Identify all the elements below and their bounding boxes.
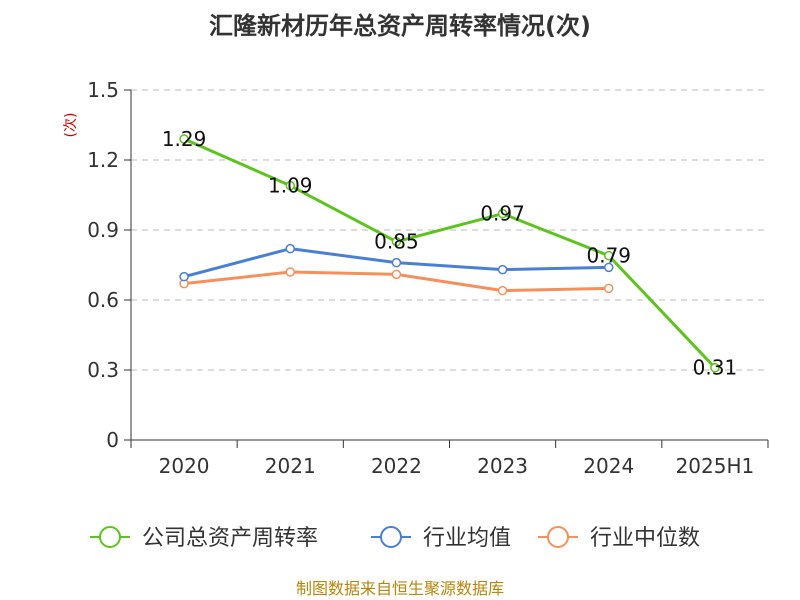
chart-title: 汇隆新材历年总资产周转率情况(次) [209,12,591,40]
data-point [179,271,189,282]
data-point [604,250,614,261]
series: 1.29 1.09 0.85 0.97 0.79 0.31 [162,127,737,380]
data-label: 0.97 [480,202,525,226]
data-point [179,134,189,144]
data-point [497,264,508,275]
data-point [285,180,295,191]
y-tick-label: 1.5 [87,78,119,102]
data-source-note: 制图数据来自恒生聚源数据库 [296,579,504,598]
y-axis-label: (次) [63,113,79,138]
data-point [285,267,295,277]
legend: 公司总资产周转率 行业均值 行业中位数 [90,526,700,551]
data-point [604,262,614,273]
series-1 [179,243,614,282]
data-point [604,283,614,294]
legend-marker [380,526,402,548]
series-2 [179,267,614,296]
data-point [285,243,295,254]
data-label: 0.79 [586,244,631,268]
y-tick-label: 0 [106,428,119,452]
x-tick-label: 2023 [477,454,528,478]
x-tick-label: 2024 [583,454,634,478]
data-label: 1.09 [268,174,313,198]
data-point [497,285,508,296]
data-point [391,269,402,280]
data-label: 0.85 [374,230,419,254]
data-point [710,362,720,373]
axes: 0 0.3 0.6 0.9 1.2 1.5 2020 2021 2022 2023 2024 2025… [87,78,769,478]
legend-label: 行业均值 [423,526,511,551]
y-tick-label: 0.9 [87,218,119,242]
data-point [391,257,402,268]
data-label: 0.31 [693,356,738,380]
series-line [183,137,717,369]
data-label: 1.29 [162,127,207,151]
legend-marker [547,526,569,548]
data-point [391,236,402,247]
series-0: 1.29 1.09 0.85 0.97 0.79 0.31 [162,127,737,380]
data-point [497,208,508,219]
x-tick-label: 2020 [159,454,210,478]
y-tick-label: 0.6 [87,288,119,312]
y-tick-label: 0.3 [87,358,119,382]
x-tick-label: 2025H1 [676,454,755,478]
legend-item-2: 行业中位数 [538,526,700,551]
y-tick-label: 1.2 [87,148,119,172]
legend-item-0: 公司总资产周转率 [90,526,318,551]
grid-lines [131,89,768,371]
legend-marker [99,526,121,548]
x-tick-label: 2021 [265,454,316,478]
legend-label: 公司总资产周转率 [142,526,318,551]
legend-label: 行业中位数 [590,526,700,551]
x-tick-label: 2022 [371,454,422,478]
legend-item-1: 行业均值 [371,526,511,551]
